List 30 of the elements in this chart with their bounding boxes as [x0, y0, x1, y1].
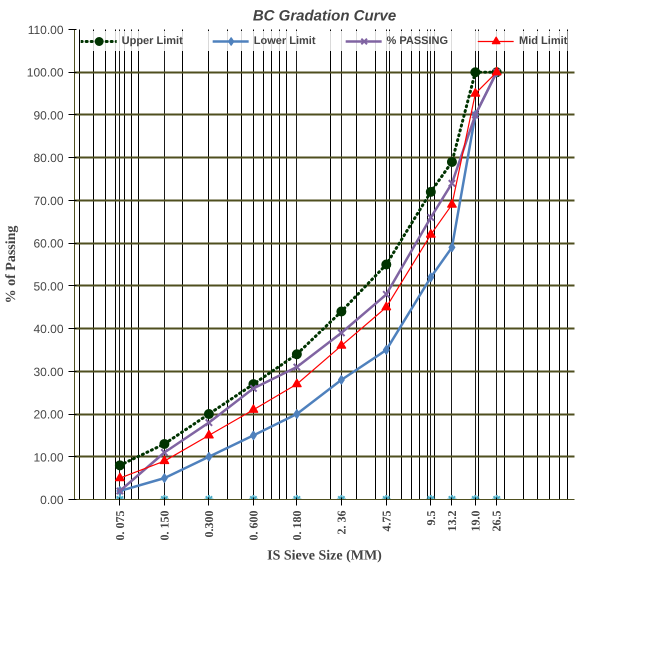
y-tick-label: 40.00	[33, 322, 64, 336]
x-tick-label: 0.300	[202, 510, 216, 538]
legend-label: Lower Limit	[254, 35, 316, 47]
y-tick-label: 110.00	[28, 23, 64, 37]
y-tick-label: 90.00	[33, 108, 64, 122]
y-tick-label: 70.00	[33, 194, 64, 208]
y-tick-label: 10.00	[33, 450, 64, 464]
legend-label: Upper Limit	[122, 35, 183, 47]
y-axis-title: % of Passing	[4, 226, 19, 304]
y-tick-label: 30.00	[33, 364, 64, 379]
y-tick-label: 20.00	[33, 408, 64, 422]
x-tick-label: 4.75	[379, 510, 394, 532]
x-tick-label: 0. 600	[246, 510, 260, 540]
x-tick-label: 0. 150	[157, 510, 172, 540]
x-tick-label: 0. 075	[112, 510, 127, 540]
x-tick-label: 0. 180	[290, 510, 304, 540]
y-tick-label: 80.00	[33, 151, 64, 166]
y-tick-label: 60.00	[33, 236, 64, 251]
x-tick-label: 2. 36	[334, 510, 348, 534]
y-tick-label: 0.00	[40, 493, 64, 507]
y-tick-label: 50.00	[33, 279, 64, 294]
x-tick-label: 13.2	[444, 510, 459, 532]
x-tick-label: 19.0	[468, 510, 482, 532]
x-tick-label: 26.5	[490, 510, 504, 532]
chart-title: BC Gradation Curve	[252, 8, 396, 24]
x-tick-label: 9.5	[424, 510, 438, 526]
legend-label: % PASSING	[386, 35, 448, 47]
x-axis-title: IS Sieve Size (MM)	[267, 548, 382, 564]
legend-label: Mid Limit	[519, 35, 568, 47]
y-tick-label: 100.00	[26, 66, 64, 80]
